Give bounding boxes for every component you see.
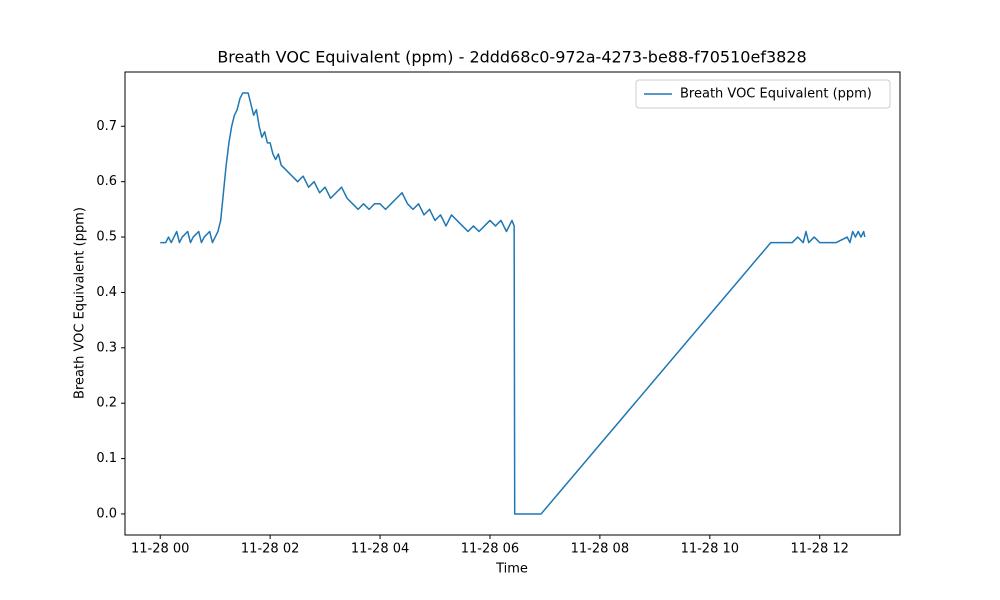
y-tick-label: 0.5 xyxy=(96,230,117,245)
y-tick-label: 0.0 xyxy=(96,506,117,521)
legend-label: Breath VOC Equivalent (ppm) xyxy=(680,87,872,102)
chart-title: Breath VOC Equivalent (ppm) - 2ddd68c0-9… xyxy=(217,48,806,67)
x-tick-label: 11-28 02 xyxy=(241,542,299,557)
y-tick-label: 0.6 xyxy=(96,174,117,189)
x-tick-label: 11-28 12 xyxy=(790,542,848,557)
x-tick-label: 11-28 04 xyxy=(351,542,409,557)
x-tick-label: 11-28 00 xyxy=(131,542,189,557)
y-tick-label: 0.4 xyxy=(96,285,117,300)
y-axis-label: Breath VOC Equivalent (ppm) xyxy=(73,207,88,399)
legend-box xyxy=(635,79,891,109)
y-tick-label: 0.1 xyxy=(96,451,117,466)
y-tick-label: 0.7 xyxy=(96,119,117,134)
x-tick-label: 11-28 08 xyxy=(571,542,629,557)
x-tick-label: 11-28 06 xyxy=(461,542,519,557)
x-axis-label: Time xyxy=(495,562,528,577)
plot-frame xyxy=(124,71,901,536)
data-line xyxy=(160,92,866,515)
y-tick-label: 0.3 xyxy=(96,340,117,355)
y-tick-label: 0.2 xyxy=(96,396,117,411)
x-tick-label: 11-28 10 xyxy=(681,542,739,557)
